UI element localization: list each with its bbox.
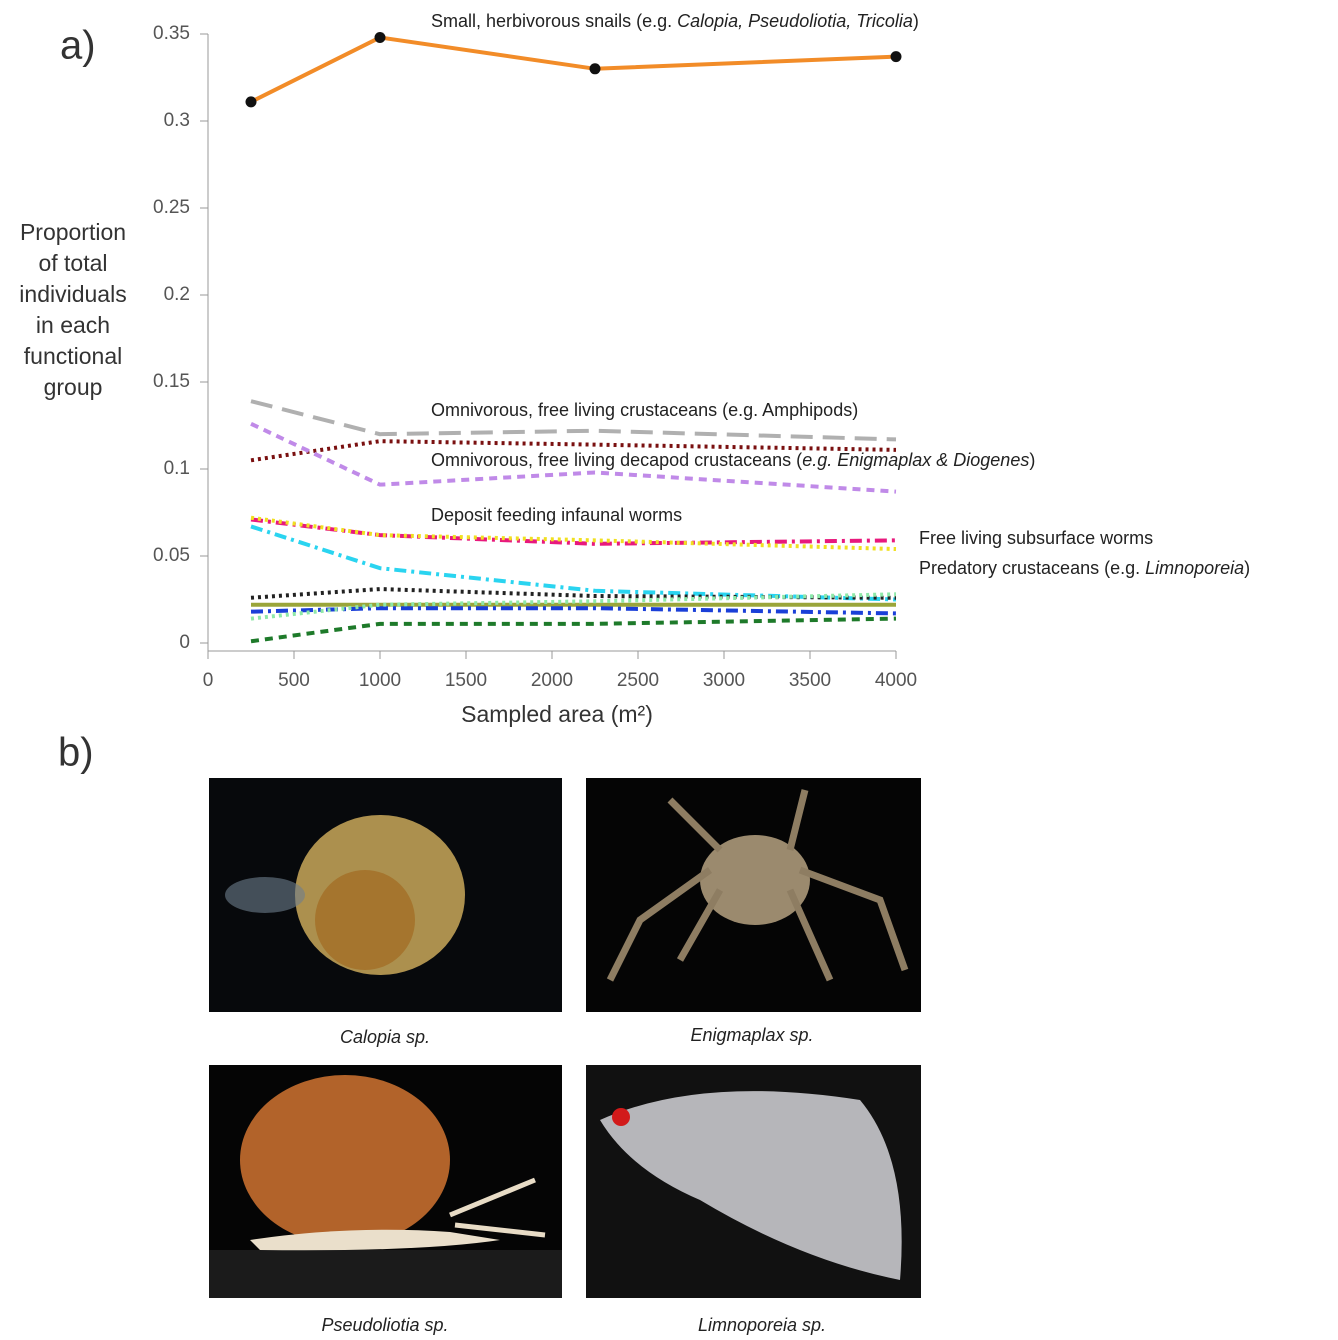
photo [209,778,562,1012]
y-tick-label: 0.15 [153,371,190,392]
x-tick-label: 0 [203,670,214,691]
annotation: Predatory crustaceans (e.g. Limnoporeia) [919,558,1250,578]
photo [209,1065,562,1298]
y-tick-label: 0.3 [164,110,190,131]
x-tick-label: 1500 [445,670,487,691]
photo [586,1065,921,1298]
annotation: Small, herbivorous snails (e.g. Calopia,… [431,11,919,31]
annotation-part: Small, herbivorous snails (e.g. [431,11,677,31]
series-line [250,515,897,552]
x-tick-label: 4000 [875,670,917,691]
x-tick-label: 2000 [531,670,573,691]
y-tick-label: 0.25 [153,197,190,218]
y-tick-label: 0 [179,632,190,653]
annotation-part: ) [1244,558,1250,578]
panel-label: b) [58,731,94,775]
y-tick-label: 0.05 [153,545,190,566]
x-axis-title: Sampled area (m²) [461,701,653,727]
series-line [250,35,897,104]
y-axis-title: Proportion [20,219,126,245]
photo-caption: Calopia sp. [340,1027,430,1047]
annotation-part: Calopia, Pseudoliotia, Tricolia [677,11,913,31]
annotation: Omnivorous, free living crustaceans (e.g… [431,400,858,420]
annotation-part: Limnoporeia [1145,558,1244,578]
y-tick-label: 0.35 [153,23,190,44]
annotation-part: Deposit feeding infaunal worms [431,505,682,525]
x-tick-label: 500 [278,670,310,691]
photo [586,778,921,1012]
y-axis-title: in each [36,312,110,338]
annotation: Omnivorous, free living decapod crustace… [431,450,1035,470]
y-axis-title: functional [24,343,122,369]
x-tick-label: 3500 [789,670,831,691]
annotation-part: Free living subsurface worms [919,528,1153,548]
annotation: Free living subsurface worms [919,528,1153,548]
series-line [250,587,897,600]
y-axis-title: group [44,374,103,400]
annotation-part: Omnivorous, free living crustaceans (e.g… [431,400,858,420]
photo-caption: Pseudoliotia sp. [321,1315,448,1335]
annotation-part: ) [913,11,919,31]
point [589,63,601,75]
series-line [250,592,897,621]
point [245,96,257,108]
series-line [250,616,897,644]
photo-caption: Enigmaplax sp. [690,1025,813,1045]
annotation-part: Predatory crustaceans (e.g. [919,558,1145,578]
series-line [250,399,897,442]
x-tick-label: 1000 [359,670,401,691]
annotation: Deposit feeding infaunal worms [431,505,682,525]
annotation-part: Omnivorous, free living decapod crustace… [431,450,802,470]
point [374,31,386,43]
y-axis-title: individuals [19,281,126,307]
y-tick-label: 0.2 [164,284,190,305]
series-line [250,439,897,463]
annotation-part: ) [1029,450,1035,470]
photo-caption: Limnoporeia sp. [698,1315,826,1335]
point [890,51,902,63]
annotation-part: e.g. Enigmaplax & Diogenes [802,450,1029,470]
x-tick-label: 2500 [617,670,659,691]
x-tick-label: 3000 [703,670,745,691]
series-line [250,606,897,616]
y-tick-label: 0.1 [164,458,190,479]
panel-label: a) [60,24,96,68]
series-line [250,524,897,602]
series-line [250,421,897,494]
y-axis-title: of total [38,250,107,276]
